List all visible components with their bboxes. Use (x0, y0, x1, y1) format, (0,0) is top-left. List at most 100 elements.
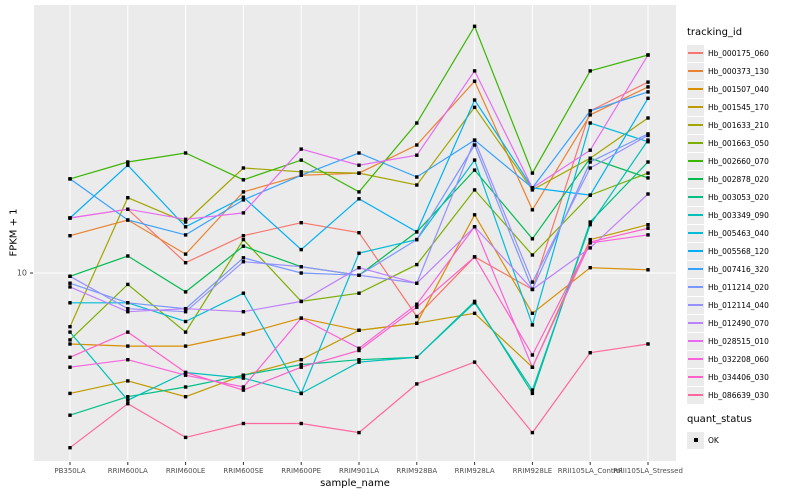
data-point (588, 223, 592, 227)
legend-section-quant-status: quant_status OK (687, 414, 799, 449)
legend-item: Hb_034406_030 (687, 368, 799, 386)
legend-label: Hb_001545_170 (708, 102, 769, 112)
legend-item: Hb_003053_020 (687, 188, 799, 206)
data-point (415, 321, 419, 325)
data-point (530, 353, 535, 357)
data-point (241, 291, 246, 295)
data-point (472, 138, 477, 142)
data-point (299, 358, 303, 362)
data-point (646, 90, 650, 94)
data-point (183, 310, 188, 314)
data-point (530, 188, 535, 192)
data-point (241, 332, 246, 336)
series-color-line-icon (688, 340, 703, 342)
data-point (299, 299, 303, 304)
data-point (357, 328, 361, 332)
legend-label: Hb_000373_130 (708, 66, 769, 76)
data-point (357, 197, 361, 201)
data-point (241, 195, 246, 199)
data-point (241, 376, 246, 380)
data-point (357, 190, 361, 194)
legend-item: Hb_002878_020 (687, 170, 799, 188)
data-point (68, 338, 72, 342)
data-point (415, 305, 419, 309)
data-point (588, 240, 592, 244)
data-point (183, 370, 188, 375)
legend-key (687, 152, 704, 170)
plot-panel (34, 5, 676, 461)
data-point (183, 290, 188, 294)
data-point (299, 316, 303, 320)
legend-key (687, 314, 704, 332)
data-point (299, 265, 303, 269)
data-point (241, 237, 246, 242)
data-point (126, 207, 130, 211)
black-square-marker-icon (693, 438, 698, 442)
data-point (183, 252, 188, 256)
data-point (588, 156, 592, 160)
data-point (299, 158, 303, 162)
data-point (588, 351, 592, 355)
legend-key (687, 116, 704, 134)
data-point (530, 430, 535, 435)
legend-key (687, 206, 704, 224)
data-point (357, 231, 361, 235)
data-point (472, 143, 477, 147)
data-point (68, 234, 72, 238)
data-point (68, 413, 72, 417)
legend-label: Hb_011214_020 (708, 282, 769, 292)
x-tick-label: RRII105LA_Stressed (613, 467, 683, 475)
data-point (530, 237, 535, 241)
data-point (588, 246, 592, 250)
data-point (646, 223, 650, 227)
data-point (183, 373, 188, 377)
legend-key (687, 368, 704, 386)
legend-label: Hb_034406_030 (708, 372, 769, 382)
data-point (472, 213, 477, 217)
data-point (588, 220, 592, 224)
data-point (588, 160, 592, 164)
data-point (646, 85, 650, 89)
data-point (183, 220, 188, 224)
data-point (68, 274, 72, 278)
series-color-line-icon (688, 178, 703, 180)
data-point (299, 362, 303, 367)
data-point (357, 358, 361, 362)
data-point (241, 198, 246, 202)
y-tick-label: 10 (17, 269, 27, 278)
data-point (68, 301, 72, 305)
series-color-line-icon (688, 196, 703, 198)
data-point (588, 237, 592, 242)
data-point (183, 385, 188, 389)
data-point (588, 113, 592, 117)
x-tick-label: RRIM600LA (108, 467, 148, 475)
data-point (68, 177, 72, 181)
legend-item-quant-ok: OK (687, 431, 799, 449)
data-point (588, 266, 592, 270)
legend-label: Hb_003349_090 (708, 210, 769, 220)
data-point (241, 234, 246, 238)
data-point (126, 196, 130, 200)
data-point (530, 323, 535, 327)
data-point (357, 151, 361, 155)
data-point (646, 116, 650, 120)
data-point (68, 325, 72, 329)
data-point (646, 192, 650, 196)
data-point (530, 365, 535, 369)
x-tick-label: PB350LA (54, 467, 85, 475)
data-point (357, 346, 361, 350)
data-point (357, 360, 361, 364)
legend-key (687, 278, 704, 296)
x-tick-label: RRIM600PE (281, 467, 321, 475)
data-point (299, 271, 303, 275)
data-point (126, 301, 130, 305)
data-point (241, 166, 246, 170)
series-color-line-icon (688, 142, 703, 144)
data-point (357, 163, 361, 167)
series-color-line-icon (688, 394, 703, 396)
data-point (183, 151, 188, 155)
data-point (646, 176, 650, 180)
data-point (357, 171, 361, 175)
